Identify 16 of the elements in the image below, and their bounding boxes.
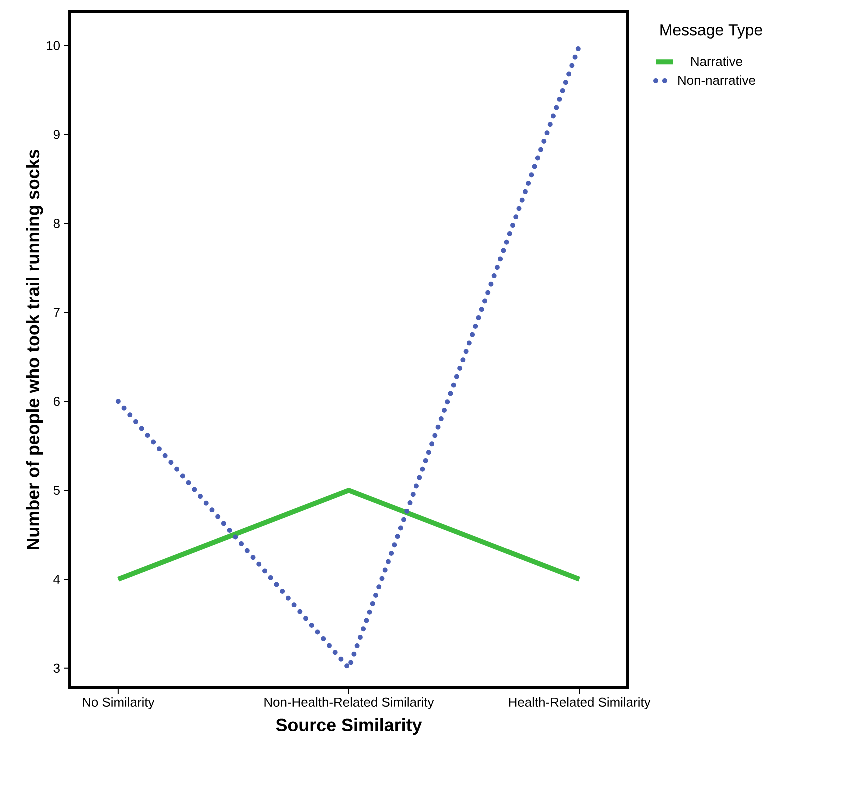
y-tick-label: 3 bbox=[54, 664, 60, 673]
x-tick-label: Non-Health-Related Similarity bbox=[264, 697, 434, 710]
x-tick-label: Health-Related Similarity bbox=[509, 697, 651, 710]
y-tick-label: 7 bbox=[54, 308, 60, 318]
y-tick-label: 10 bbox=[47, 41, 60, 50]
y-axis-title: Number of people who took trail running socks bbox=[26, 150, 44, 550]
y-tick-label: 5 bbox=[54, 486, 60, 496]
y-tick-label: 8 bbox=[54, 219, 60, 228]
legend-label: Narrative bbox=[692, 56, 742, 66]
legend-label: Non-narrative bbox=[678, 76, 756, 86]
y-tick-label: 4 bbox=[54, 575, 60, 584]
y-tick-label: 6 bbox=[54, 396, 60, 406]
x-axis-title: Source Similarity bbox=[276, 718, 422, 736]
x-tick-label: No Similarity bbox=[83, 697, 155, 710]
legend-title: Message Type bbox=[660, 24, 762, 39]
y-tick-label: 9 bbox=[54, 130, 60, 140]
